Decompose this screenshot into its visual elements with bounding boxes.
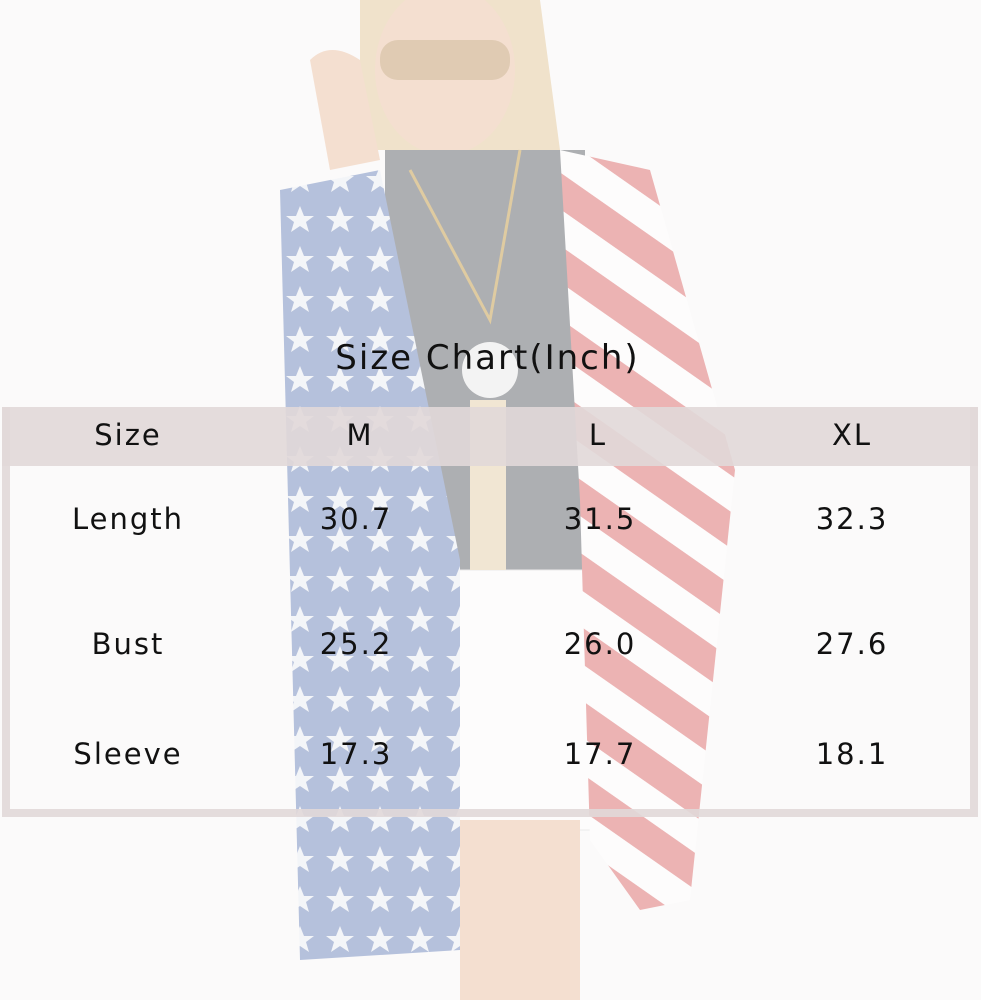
sleeve-xl: 18.1 bbox=[815, 737, 889, 771]
size-chart-title: Size Chart(Inch) bbox=[335, 338, 640, 378]
size-table-frame bbox=[2, 407, 978, 817]
length-l: 31.5 bbox=[563, 502, 637, 536]
bust-l: 26.0 bbox=[563, 627, 637, 661]
row-label-sleeve: Sleeve bbox=[73, 737, 183, 771]
length-xl: 32.3 bbox=[815, 502, 889, 536]
row-label-length: Length bbox=[71, 502, 185, 536]
length-m: 30.7 bbox=[319, 502, 393, 536]
header-size: Size bbox=[94, 418, 162, 452]
header-m: M bbox=[346, 418, 374, 452]
bust-m: 25.2 bbox=[319, 627, 393, 661]
table-header-band bbox=[2, 407, 978, 466]
sleeve-l: 17.7 bbox=[563, 737, 637, 771]
sleeve-m: 17.3 bbox=[319, 737, 393, 771]
bust-xl: 27.6 bbox=[815, 627, 889, 661]
row-label-bust: Bust bbox=[91, 627, 165, 661]
header-xl: XL bbox=[831, 418, 873, 452]
header-l: L bbox=[588, 418, 608, 452]
